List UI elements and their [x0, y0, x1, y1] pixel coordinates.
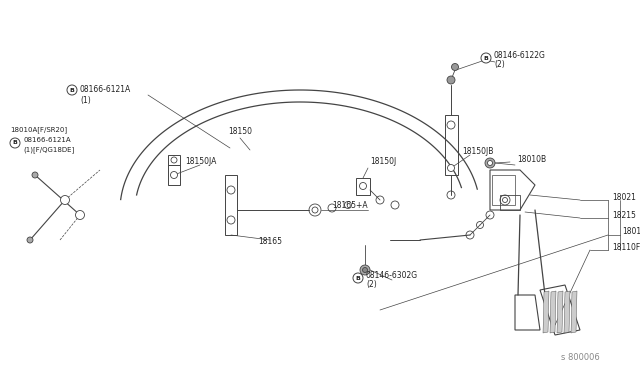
Text: 18150J: 18150J [370, 157, 396, 167]
Text: (1): (1) [80, 96, 91, 105]
Circle shape [447, 76, 455, 84]
Circle shape [481, 53, 491, 63]
Circle shape [170, 171, 177, 179]
Text: 08146-6122G: 08146-6122G [494, 51, 546, 60]
Text: 18165: 18165 [258, 237, 282, 247]
Circle shape [353, 273, 363, 283]
Text: 18150JB: 18150JB [462, 148, 493, 157]
Text: 18010B: 18010B [517, 155, 546, 164]
Polygon shape [543, 291, 549, 333]
Circle shape [360, 265, 370, 275]
Polygon shape [557, 291, 563, 333]
Circle shape [451, 64, 458, 71]
Circle shape [10, 138, 20, 148]
Polygon shape [550, 291, 556, 333]
Circle shape [171, 157, 177, 163]
Text: 18010A[F/SR20]: 18010A[F/SR20] [10, 126, 67, 134]
Text: B: B [70, 87, 74, 93]
Circle shape [32, 172, 38, 178]
Circle shape [488, 160, 493, 166]
Text: 08146-6302G: 08146-6302G [366, 270, 418, 279]
Circle shape [360, 183, 367, 189]
Circle shape [61, 196, 70, 205]
Text: 18215: 18215 [612, 211, 636, 219]
Circle shape [362, 267, 367, 273]
Text: (2): (2) [366, 280, 377, 289]
Text: (1)[F/QG18DE]: (1)[F/QG18DE] [23, 147, 74, 153]
Text: 18165+A: 18165+A [332, 201, 367, 209]
Polygon shape [571, 291, 577, 333]
Text: 18021: 18021 [612, 193, 636, 202]
Text: 08166-6121A: 08166-6121A [80, 86, 131, 94]
Circle shape [76, 211, 84, 219]
Text: 08166-6121A: 08166-6121A [23, 137, 70, 143]
Text: B: B [356, 276, 360, 280]
Text: 18110F: 18110F [612, 244, 640, 253]
Circle shape [27, 237, 33, 243]
Text: 18010: 18010 [622, 228, 640, 237]
Text: 18150JA: 18150JA [185, 157, 216, 167]
Polygon shape [564, 291, 570, 333]
Text: s 800006: s 800006 [561, 353, 600, 362]
Text: (2): (2) [494, 61, 505, 70]
Text: 18150: 18150 [228, 128, 252, 137]
Circle shape [485, 158, 495, 168]
Circle shape [447, 164, 454, 171]
Text: B: B [484, 55, 488, 61]
Text: B: B [13, 141, 17, 145]
Circle shape [67, 85, 77, 95]
